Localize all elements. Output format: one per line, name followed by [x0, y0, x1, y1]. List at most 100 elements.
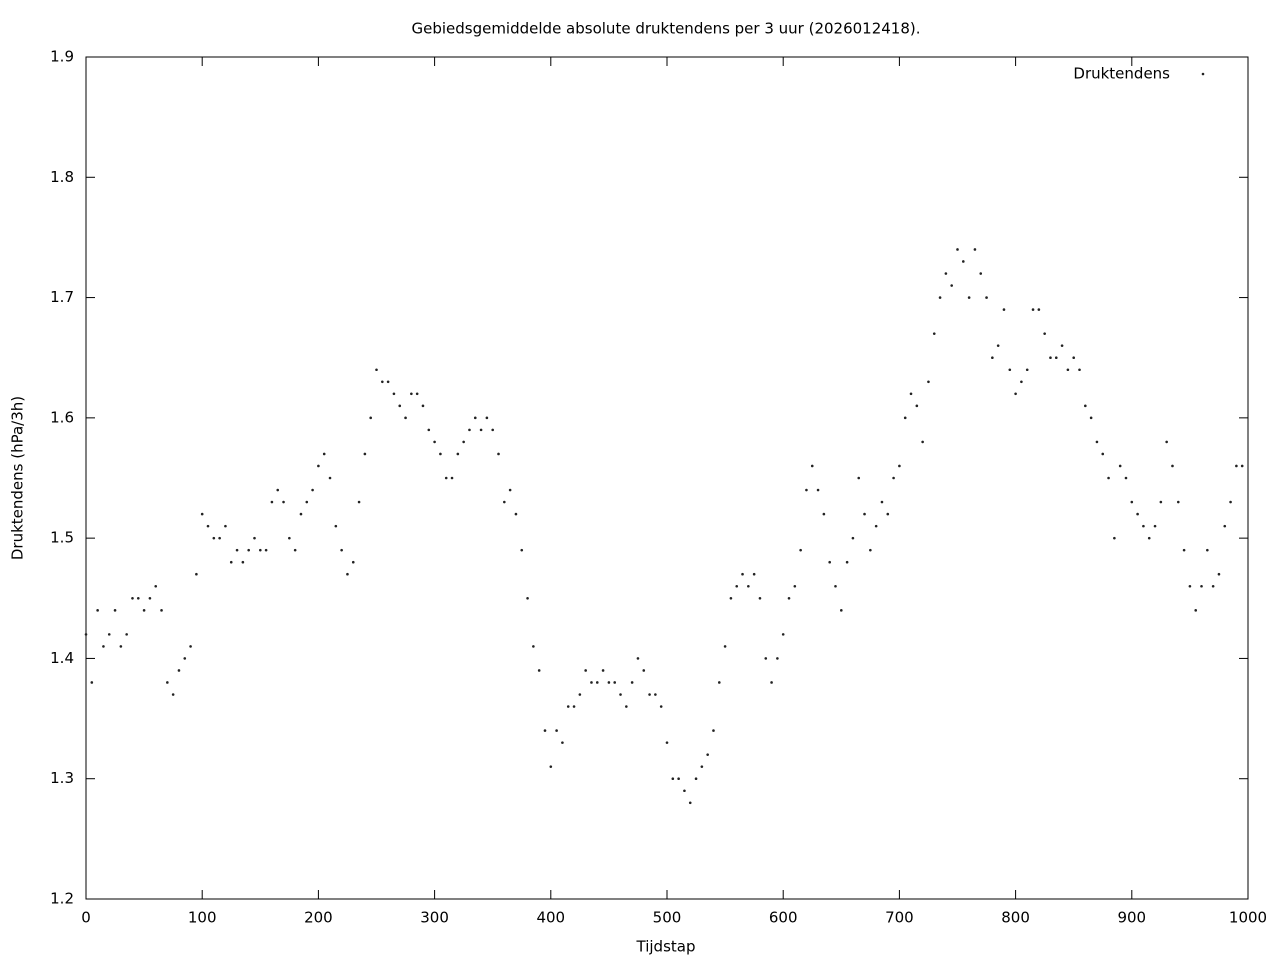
point: [758, 596, 762, 600]
point: [851, 536, 855, 540]
point: [1200, 584, 1203, 588]
point: [421, 404, 425, 408]
point: [375, 368, 378, 372]
point: [956, 248, 959, 251]
point: [206, 524, 210, 528]
point: [613, 681, 617, 684]
point: [625, 705, 628, 708]
point: [590, 681, 593, 684]
point: [654, 693, 657, 696]
point: [1124, 476, 1128, 480]
point: [1176, 500, 1180, 504]
point: [276, 488, 280, 492]
point: [462, 440, 465, 444]
point: [195, 572, 198, 576]
point: [392, 392, 396, 396]
point: [183, 657, 187, 660]
point: [659, 705, 663, 708]
chart-title: Gebiedsgemiddelde absolute druktendens p…: [411, 20, 920, 38]
point: [671, 777, 675, 781]
point: [863, 512, 866, 516]
x-tick-label: 300: [420, 909, 449, 927]
x-tick-label: 900: [1117, 909, 1146, 927]
point: [468, 428, 471, 432]
point: [1101, 452, 1105, 456]
point: [1136, 512, 1139, 516]
point: [189, 645, 192, 648]
point: [1206, 548, 1209, 552]
point: [805, 488, 808, 492]
point: [822, 512, 826, 516]
point: [1113, 536, 1116, 540]
point: [549, 765, 553, 768]
x-tick-label: 100: [188, 909, 217, 927]
point: [381, 380, 384, 384]
point: [561, 741, 564, 744]
point: [520, 548, 524, 552]
point: [404, 416, 407, 420]
point: [1025, 368, 1029, 372]
point: [369, 416, 372, 420]
x-tick-label: 800: [1001, 909, 1030, 927]
point: [741, 572, 744, 576]
point: [723, 645, 727, 648]
point: [107, 633, 111, 636]
point: [328, 476, 332, 480]
point: [776, 657, 779, 660]
point: [526, 596, 529, 600]
point: [595, 681, 599, 684]
point: [578, 693, 582, 696]
point: [781, 633, 785, 636]
point: [683, 789, 686, 793]
point: [311, 488, 314, 492]
point: [869, 548, 872, 552]
point: [224, 524, 227, 528]
point: [932, 332, 936, 335]
point: [712, 729, 715, 732]
point: [892, 476, 895, 480]
point: [288, 536, 291, 540]
point: [996, 344, 1000, 347]
point: [619, 693, 622, 696]
point: [1031, 308, 1035, 311]
point: [1078, 368, 1081, 372]
point: [113, 609, 117, 612]
point: [398, 404, 402, 408]
point: [212, 536, 216, 540]
point: [694, 777, 698, 781]
point: [630, 681, 634, 684]
point: [537, 669, 541, 672]
point: [1072, 356, 1075, 360]
point: [706, 753, 709, 756]
point: [247, 548, 250, 552]
point: [834, 584, 837, 588]
point: [125, 633, 128, 636]
point: [253, 536, 256, 540]
point: [334, 524, 338, 528]
point: [171, 693, 175, 696]
legend-label: Druktendens: [1073, 65, 1170, 83]
y-tick-label: 1.8: [50, 168, 74, 186]
x-tick-label: 700: [885, 909, 914, 927]
point: [1182, 548, 1186, 552]
point: [950, 284, 953, 287]
point: [514, 512, 518, 516]
point: [642, 669, 646, 672]
point: [979, 272, 983, 275]
point: [322, 452, 326, 456]
point: [1223, 524, 1227, 528]
point: [363, 452, 367, 456]
point: [166, 681, 169, 684]
point: [921, 440, 924, 444]
y-tick-label: 1.6: [50, 408, 74, 426]
point: [119, 645, 123, 648]
point: [967, 296, 971, 299]
point: [677, 777, 680, 781]
point: [340, 548, 343, 552]
point: [259, 548, 262, 552]
point: [415, 392, 419, 396]
point: [1147, 536, 1151, 540]
